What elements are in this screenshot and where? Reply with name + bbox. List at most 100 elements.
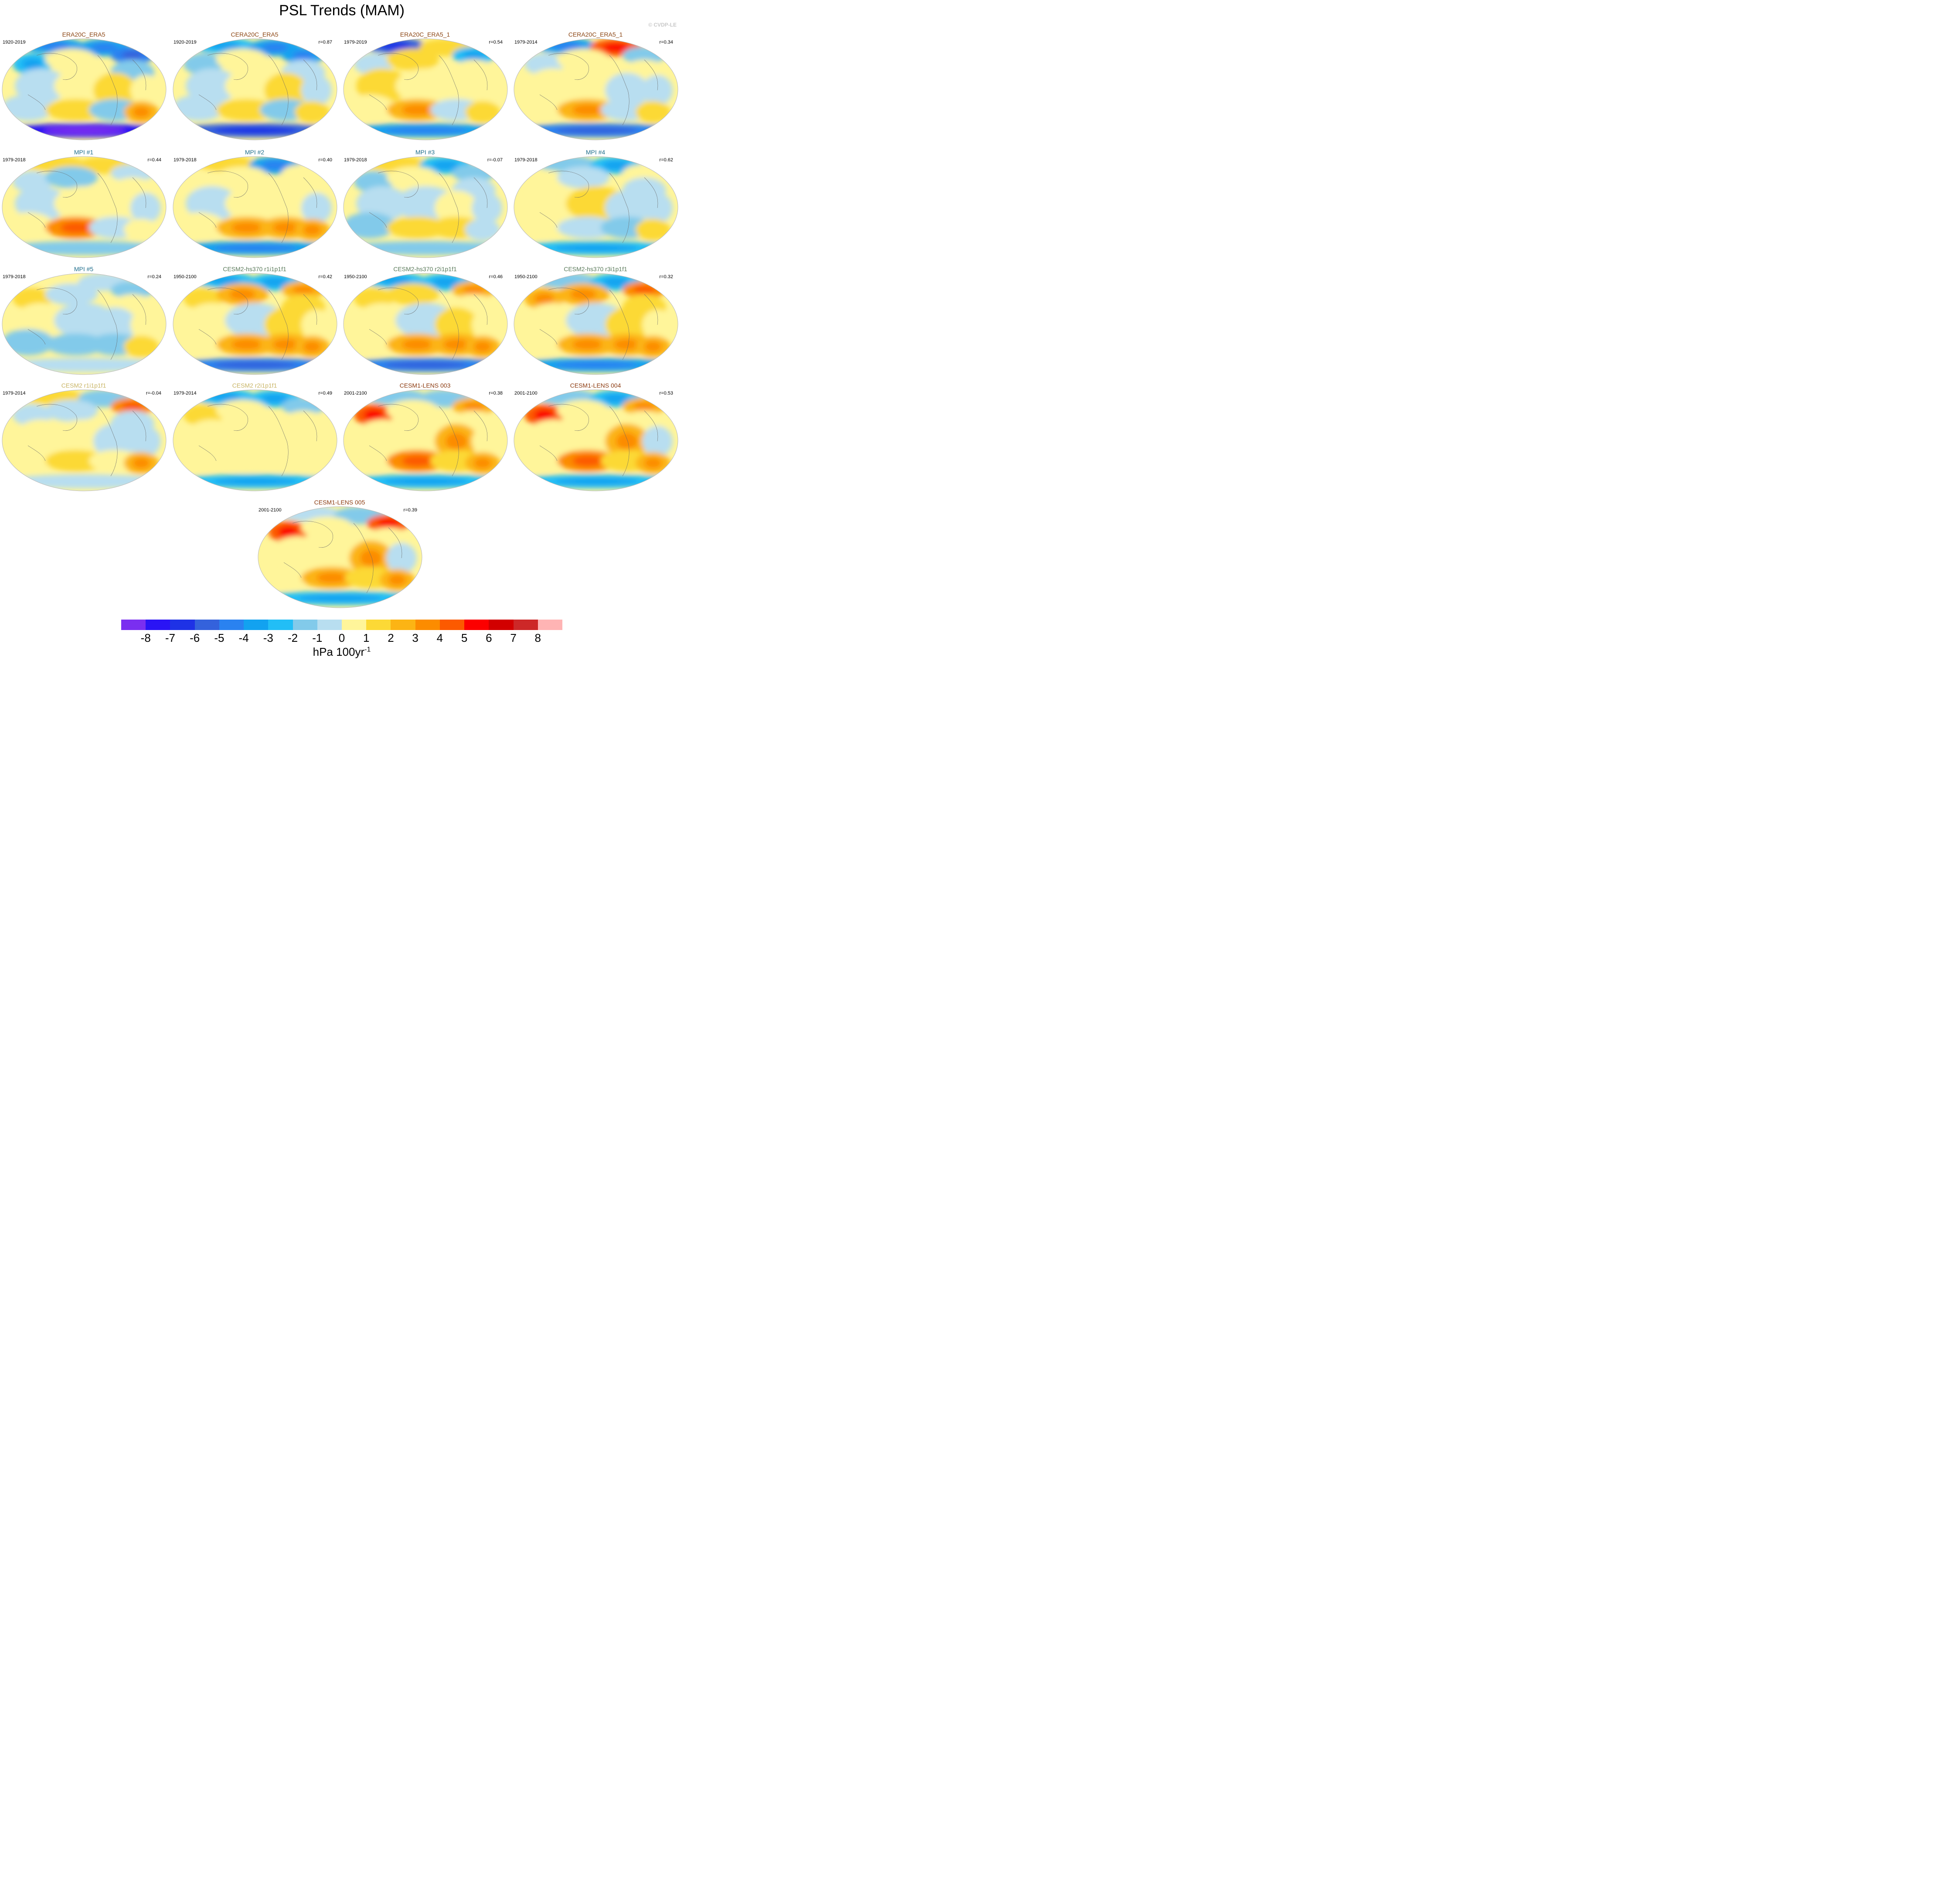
colorbar — [121, 620, 563, 630]
robinson-map — [343, 156, 508, 258]
map-outline — [173, 273, 337, 375]
robinson-map — [514, 38, 678, 140]
trend-anomaly-blob — [124, 219, 159, 241]
colorbar-segment — [391, 620, 416, 630]
trend-anomaly-blob — [557, 217, 618, 238]
panel-title: MPI #1 — [74, 149, 94, 156]
map-outline — [343, 156, 508, 258]
colorbar-tick-label: -5 — [214, 631, 225, 644]
trend-anomaly-blob — [2, 95, 54, 121]
coastline — [539, 170, 658, 243]
colorbar-segment — [146, 620, 170, 630]
robinson-map — [343, 273, 508, 375]
trend-anomaly-blob — [344, 95, 395, 121]
trend-anomaly-blob — [93, 307, 137, 342]
trend-anomaly-core — [644, 457, 662, 469]
trend-anomaly-core — [278, 526, 298, 538]
trend-anomaly-core — [364, 409, 384, 421]
trend-anomaly-core — [360, 549, 382, 567]
trend-anomaly-blob — [216, 99, 277, 121]
panel-correlation: r=0.42 — [318, 274, 333, 279]
trend-anomaly-blob — [93, 73, 137, 108]
colorbar-tick-label: 4 — [436, 631, 443, 644]
map-outline — [514, 38, 678, 140]
map-panel: CESM1-LENS 005 2001-2100 r=0.39 — [256, 499, 423, 613]
colorbar-segment — [194, 620, 220, 630]
coastline — [369, 404, 488, 477]
map-outline — [343, 273, 508, 375]
colorbar-tick-label: -4 — [238, 631, 249, 644]
trend-anomaly-blob — [605, 307, 649, 342]
trend-anomaly-core — [273, 339, 299, 350]
trend-anomaly-core — [380, 42, 411, 50]
colorbar-segment — [170, 620, 195, 630]
colorbar-tick-label: 8 — [534, 631, 541, 644]
coastline — [198, 170, 317, 243]
trend-anomaly-blob — [124, 336, 159, 358]
panel-years: 1979-2018 — [514, 157, 538, 163]
colorbar-tick-label: -6 — [190, 631, 200, 644]
colorbar-segment — [538, 620, 563, 630]
trend-anomaly-blob — [514, 212, 566, 238]
trend-anomaly-core — [303, 341, 321, 352]
trend-anomaly-blob — [435, 191, 478, 225]
panel-correlation: r=0.40 — [318, 157, 333, 163]
panel-correlation: r=0.62 — [659, 157, 674, 163]
colorbar-segment — [489, 620, 514, 630]
trend-anomaly-blob — [45, 334, 106, 355]
colorbar-segment — [342, 620, 367, 630]
map-outline — [2, 38, 167, 140]
trend-anomaly-blob — [514, 95, 566, 121]
panel-correlation: r=0.54 — [489, 40, 503, 45]
trend-anomaly-core — [572, 455, 603, 467]
panel-title: CESM2 r2i1p1f1 — [232, 382, 277, 389]
trend-anomaly-blob — [45, 450, 106, 472]
trend-anomaly-core — [474, 457, 491, 469]
panel-years: 1920-2019 — [174, 40, 197, 45]
trend-anomaly-blob — [465, 101, 500, 123]
map-outline — [2, 273, 167, 375]
trend-anomaly-core — [432, 278, 459, 286]
colorbar-tick-label: 0 — [338, 631, 345, 644]
trend-anomaly-blob — [264, 191, 308, 225]
coastline — [27, 170, 146, 243]
trend-anomaly-core — [534, 409, 554, 421]
robinson-map — [514, 273, 678, 375]
panel-years: 1950-2100 — [344, 274, 367, 279]
trend-anomaly-core — [388, 574, 406, 586]
panel-years: 1950-2100 — [174, 274, 197, 279]
robinson-map — [343, 389, 508, 491]
map-outline — [514, 156, 678, 258]
colorbar-segment — [513, 620, 538, 630]
panel-title: CERA20C_ERA5 — [231, 31, 279, 38]
trend-anomaly-blob — [2, 212, 54, 238]
trend-anomaly-core — [614, 339, 640, 350]
trend-anomaly-core — [293, 51, 314, 60]
map-panel: MPI #5 1979-2018 r=0.24 — [0, 266, 167, 380]
panel-correlation: r=0.34 — [659, 40, 674, 45]
trend-anomaly-core — [43, 127, 126, 134]
trend-anomaly-core — [299, 595, 382, 602]
coastline — [283, 521, 402, 593]
trend-anomaly-blob — [173, 95, 225, 121]
robinson-map — [258, 506, 422, 608]
map-outline — [343, 389, 508, 491]
trend-anomaly-blob — [636, 219, 670, 241]
map-panel: ERA20C_ERA5 1920-2019 — [0, 31, 167, 145]
trend-anomaly-blob — [435, 73, 478, 108]
coastline — [198, 53, 317, 126]
copyright-label: © CVDP-LE — [648, 22, 677, 28]
trend-anomaly-core — [385, 361, 467, 368]
colorbar-segment — [244, 620, 269, 630]
trend-anomaly-blob — [514, 446, 566, 472]
robinson-map — [173, 389, 337, 491]
panel-years: 1979-2018 — [344, 157, 367, 163]
map-panel: MPI #3 1979-2018 r=-0.07 — [341, 149, 509, 263]
trend-anomaly-blob — [2, 446, 54, 472]
trend-anomaly-core — [463, 402, 485, 411]
coastline — [27, 287, 146, 360]
panel-title: MPI #2 — [245, 149, 265, 156]
trend-anomaly-blob — [264, 73, 308, 108]
trend-anomaly-core — [551, 42, 581, 50]
map-panel: CERA20C_ERA5 1920-2019 r=0.87 — [171, 31, 338, 145]
